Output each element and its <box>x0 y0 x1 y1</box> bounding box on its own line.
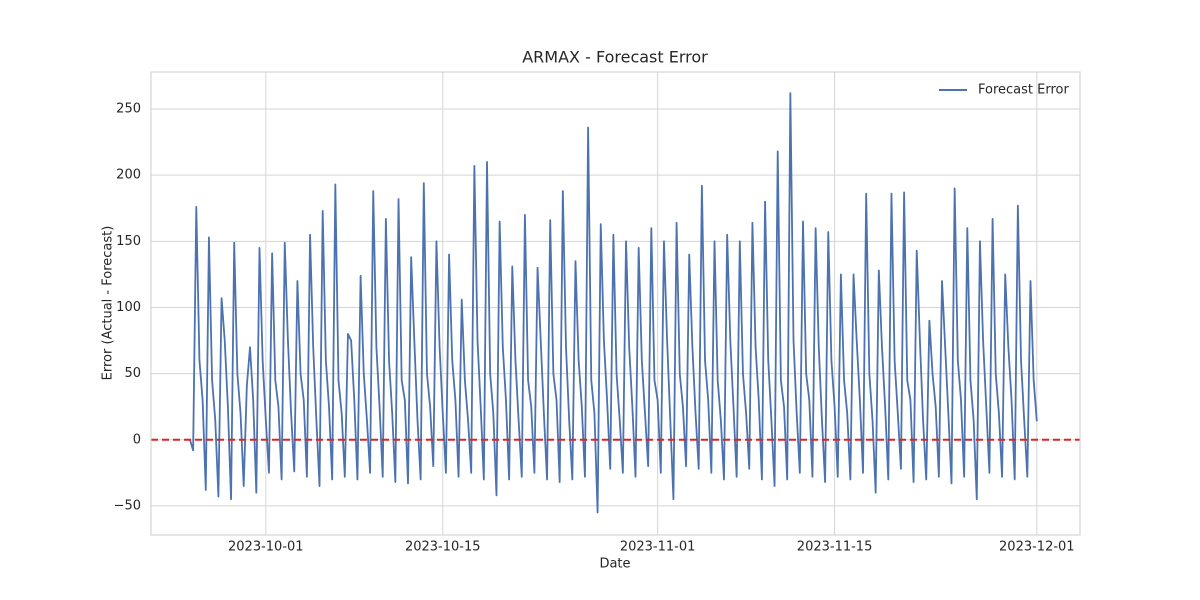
plot-frame <box>150 71 1081 536</box>
legend-label: Forecast Error <box>978 83 1069 98</box>
x-tick-label: 2023-11-01 <box>620 540 696 555</box>
y-tick-label: 50 <box>124 366 141 381</box>
x-tick-label: 2023-10-01 <box>228 540 304 555</box>
plot-area <box>151 92 1080 514</box>
y-tick-label: −50 <box>114 498 141 513</box>
series-line <box>189 92 1038 514</box>
y-axis-label: Error (Actual - Forecast) <box>101 226 116 381</box>
x-tick-label: 2023-12-01 <box>999 540 1075 555</box>
y-tick-label: 0 <box>133 432 141 447</box>
y-tick-label: 100 <box>116 300 141 315</box>
x-tick-label: 2023-10-15 <box>405 540 481 555</box>
y-tick-label: 200 <box>116 168 141 183</box>
y-tick-label: 250 <box>116 102 141 117</box>
legend: Forecast Error <box>939 83 1069 98</box>
tick-labels: −50 0 50 100 150 200 250 2023-10-01 2023-10-15 20… <box>114 102 1075 555</box>
y-tick-label: 150 <box>116 234 141 249</box>
chart-title: ARMAX - Forecast Error <box>522 48 708 67</box>
x-axis-label: Date <box>599 557 630 572</box>
x-tick-label: 2023-11-15 <box>797 540 873 555</box>
